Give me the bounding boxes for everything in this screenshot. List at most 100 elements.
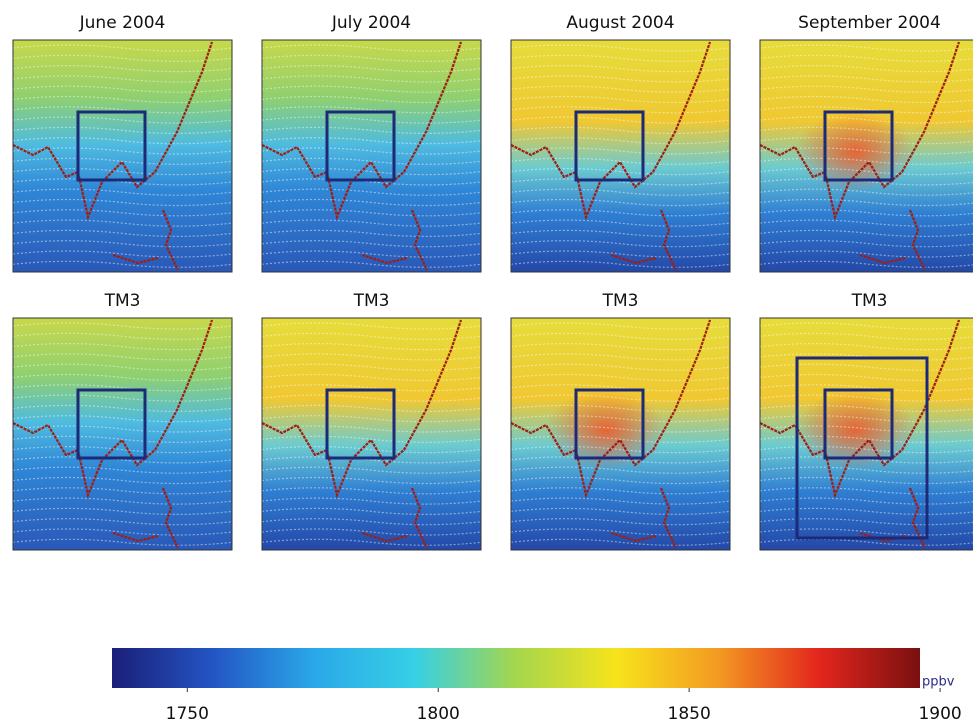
coastline bbox=[759, 41, 961, 221]
contour bbox=[12, 178, 233, 186]
map-panel bbox=[12, 317, 233, 551]
contour bbox=[261, 260, 482, 268]
region-box bbox=[76, 388, 147, 460]
map-panel bbox=[12, 39, 233, 273]
contour bbox=[510, 528, 731, 536]
contour bbox=[759, 476, 973, 485]
panel-title: July 2004 bbox=[331, 13, 411, 33]
contour bbox=[510, 116, 731, 124]
contour bbox=[759, 65, 973, 73]
contour bbox=[759, 260, 973, 268]
map-panel bbox=[261, 39, 482, 273]
contour bbox=[12, 44, 233, 52]
coastline bbox=[610, 487, 677, 549]
contour bbox=[261, 116, 482, 124]
contour bbox=[261, 106, 482, 114]
contour bbox=[510, 106, 731, 114]
contour bbox=[759, 394, 973, 402]
map-field bbox=[262, 40, 481, 272]
contour bbox=[759, 363, 973, 371]
contour bbox=[510, 404, 731, 412]
contour bbox=[12, 168, 233, 176]
contour bbox=[510, 353, 731, 361]
panel-title: TM3 bbox=[602, 291, 639, 311]
region-box bbox=[574, 110, 645, 182]
contour bbox=[510, 435, 731, 443]
contour bbox=[12, 116, 233, 124]
contour bbox=[261, 240, 482, 248]
contour bbox=[510, 250, 731, 258]
contour bbox=[12, 157, 233, 165]
panel-frame bbox=[510, 317, 731, 551]
contour bbox=[510, 363, 731, 371]
contour bbox=[510, 538, 731, 546]
contour bbox=[759, 95, 973, 104]
contour bbox=[510, 507, 731, 515]
contour bbox=[759, 178, 973, 186]
panel-frame bbox=[261, 39, 482, 273]
contour bbox=[12, 332, 233, 340]
coastline bbox=[859, 487, 926, 549]
contour bbox=[261, 75, 482, 83]
region-box bbox=[325, 388, 396, 460]
contour bbox=[12, 260, 233, 268]
contour bbox=[261, 219, 482, 227]
panel-frame bbox=[510, 39, 731, 273]
contour bbox=[261, 157, 482, 165]
contour bbox=[261, 456, 482, 464]
colorbar-unit: ppbv bbox=[922, 675, 955, 690]
map-panel bbox=[510, 317, 731, 551]
contour bbox=[510, 209, 731, 217]
contour bbox=[261, 178, 482, 186]
panel-title: TM3 bbox=[353, 291, 390, 311]
contour bbox=[510, 240, 731, 248]
panel-frame bbox=[12, 39, 233, 273]
contour bbox=[261, 322, 482, 330]
contour bbox=[12, 209, 233, 217]
contour bbox=[510, 168, 731, 176]
contour bbox=[261, 54, 482, 62]
coastline bbox=[12, 41, 214, 221]
contour bbox=[12, 363, 233, 371]
panel-title: August 2004 bbox=[566, 13, 674, 33]
contour bbox=[261, 528, 482, 536]
contour bbox=[261, 507, 482, 515]
contour bbox=[759, 198, 973, 207]
contour bbox=[12, 353, 233, 361]
map-field bbox=[13, 318, 232, 550]
contour bbox=[12, 95, 233, 104]
contour bbox=[510, 85, 731, 93]
contour bbox=[12, 497, 233, 505]
coastline bbox=[261, 319, 463, 499]
panel-frame bbox=[759, 317, 973, 551]
contour bbox=[12, 373, 233, 382]
contour bbox=[261, 384, 482, 392]
contour bbox=[510, 446, 731, 454]
panel-frame bbox=[261, 317, 482, 551]
contour bbox=[759, 487, 973, 495]
contour bbox=[261, 415, 482, 423]
contour bbox=[261, 404, 482, 412]
contour bbox=[759, 446, 973, 454]
region-box bbox=[76, 110, 147, 182]
contour bbox=[261, 363, 482, 371]
contour bbox=[12, 85, 233, 93]
coastline bbox=[261, 41, 463, 221]
contour bbox=[12, 198, 233, 207]
contour bbox=[261, 518, 482, 526]
contour bbox=[510, 95, 731, 104]
contour bbox=[12, 404, 233, 412]
contour bbox=[261, 209, 482, 217]
coastline bbox=[112, 209, 179, 271]
contour bbox=[510, 137, 731, 145]
contour bbox=[261, 466, 482, 474]
contour bbox=[759, 54, 973, 62]
coastline bbox=[12, 319, 214, 499]
contour bbox=[510, 44, 731, 52]
contour bbox=[261, 198, 482, 207]
coastline bbox=[859, 209, 926, 271]
contour bbox=[510, 54, 731, 62]
panel-title: TM3 bbox=[104, 291, 141, 311]
contour bbox=[261, 487, 482, 495]
